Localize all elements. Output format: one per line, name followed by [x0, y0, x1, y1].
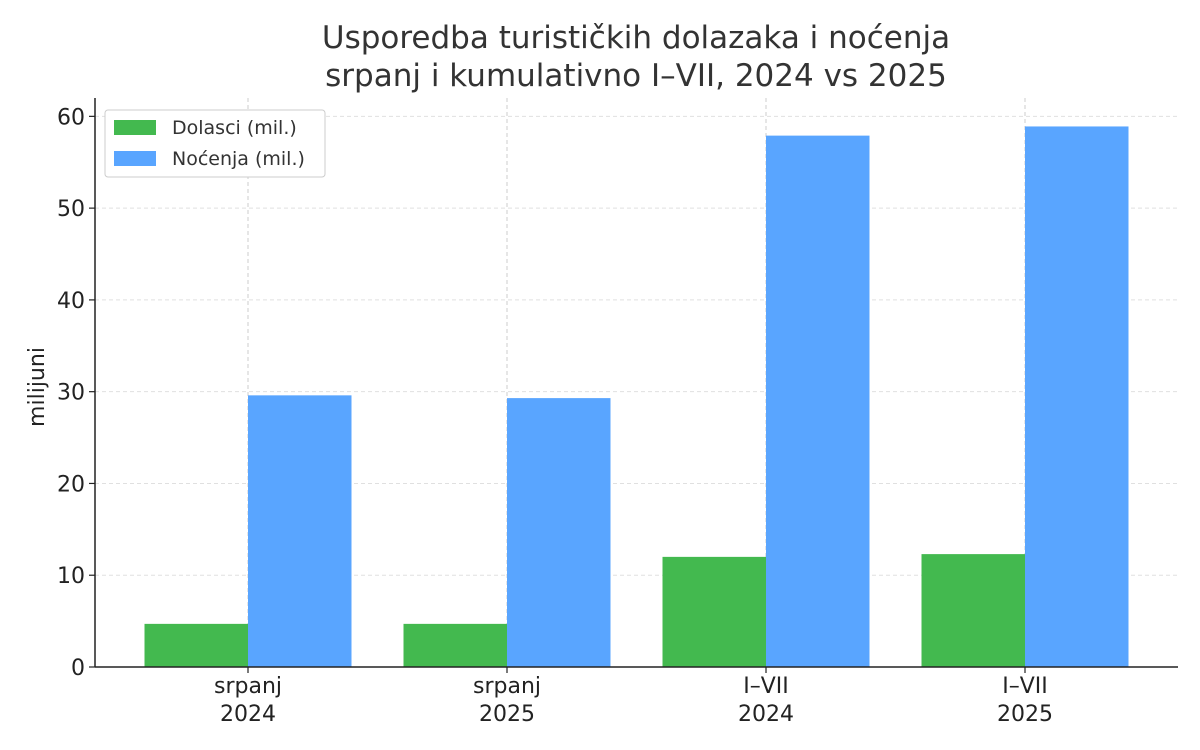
y-axis-label: milijuni [25, 347, 50, 427]
legend-label-nocenja: Noćenja (mil.) [172, 148, 305, 170]
legend-swatch-dolasci [114, 120, 156, 135]
x-tick-label: I–VII [743, 674, 789, 699]
bar-dolasci-3 [921, 554, 1025, 667]
bar-dolasci-2 [662, 556, 766, 667]
legend-label-dolasci: Dolasci (mil.) [172, 117, 297, 139]
x-tick-label: srpanj [214, 674, 282, 699]
x-tick-label: 2024 [220, 702, 276, 727]
legend-swatch-nocenja [114, 151, 156, 166]
x-tick-label: srpanj [473, 674, 541, 699]
y-tick-label: 30 [57, 381, 85, 406]
bar-nocenja-1 [507, 398, 611, 667]
bar-nocenja-0 [248, 395, 352, 667]
y-tick-label: 60 [57, 105, 85, 130]
y-tick-label: 50 [57, 197, 85, 222]
x-tick-label: 2025 [479, 702, 535, 727]
bar-dolasci-0 [144, 623, 248, 667]
chart-subtitle: srpanj i kumulativno I–VII, 2024 vs 2025 [325, 58, 947, 94]
x-tick-label: 2024 [738, 702, 794, 727]
legend-box [104, 109, 326, 178]
bars [144, 126, 1129, 667]
y-axis-ticks: 0 10 20 30 40 50 60 [57, 105, 95, 681]
chart-title: Usporedba turističkih dolazaka i noćenja [322, 20, 950, 56]
bar-dolasci-1 [403, 623, 507, 667]
x-tick-label: 2025 [997, 702, 1053, 727]
bar-nocenja-2 [766, 135, 870, 667]
axes [94, 98, 1178, 668]
y-tick-label: 40 [57, 289, 85, 314]
legend: Dolasci (mil.) Noćenja (mil.) [104, 109, 326, 178]
y-tick-label: 0 [71, 656, 85, 681]
y-tick-label: 10 [57, 564, 85, 589]
x-axis-ticks: srpanj 2024 srpanj 2025 I–VII 2024 I–VII 2025 [214, 667, 1053, 727]
x-tick-label: I–VII [1002, 674, 1048, 699]
y-tick-label: 20 [57, 472, 85, 497]
bar-nocenja-3 [1025, 126, 1129, 667]
